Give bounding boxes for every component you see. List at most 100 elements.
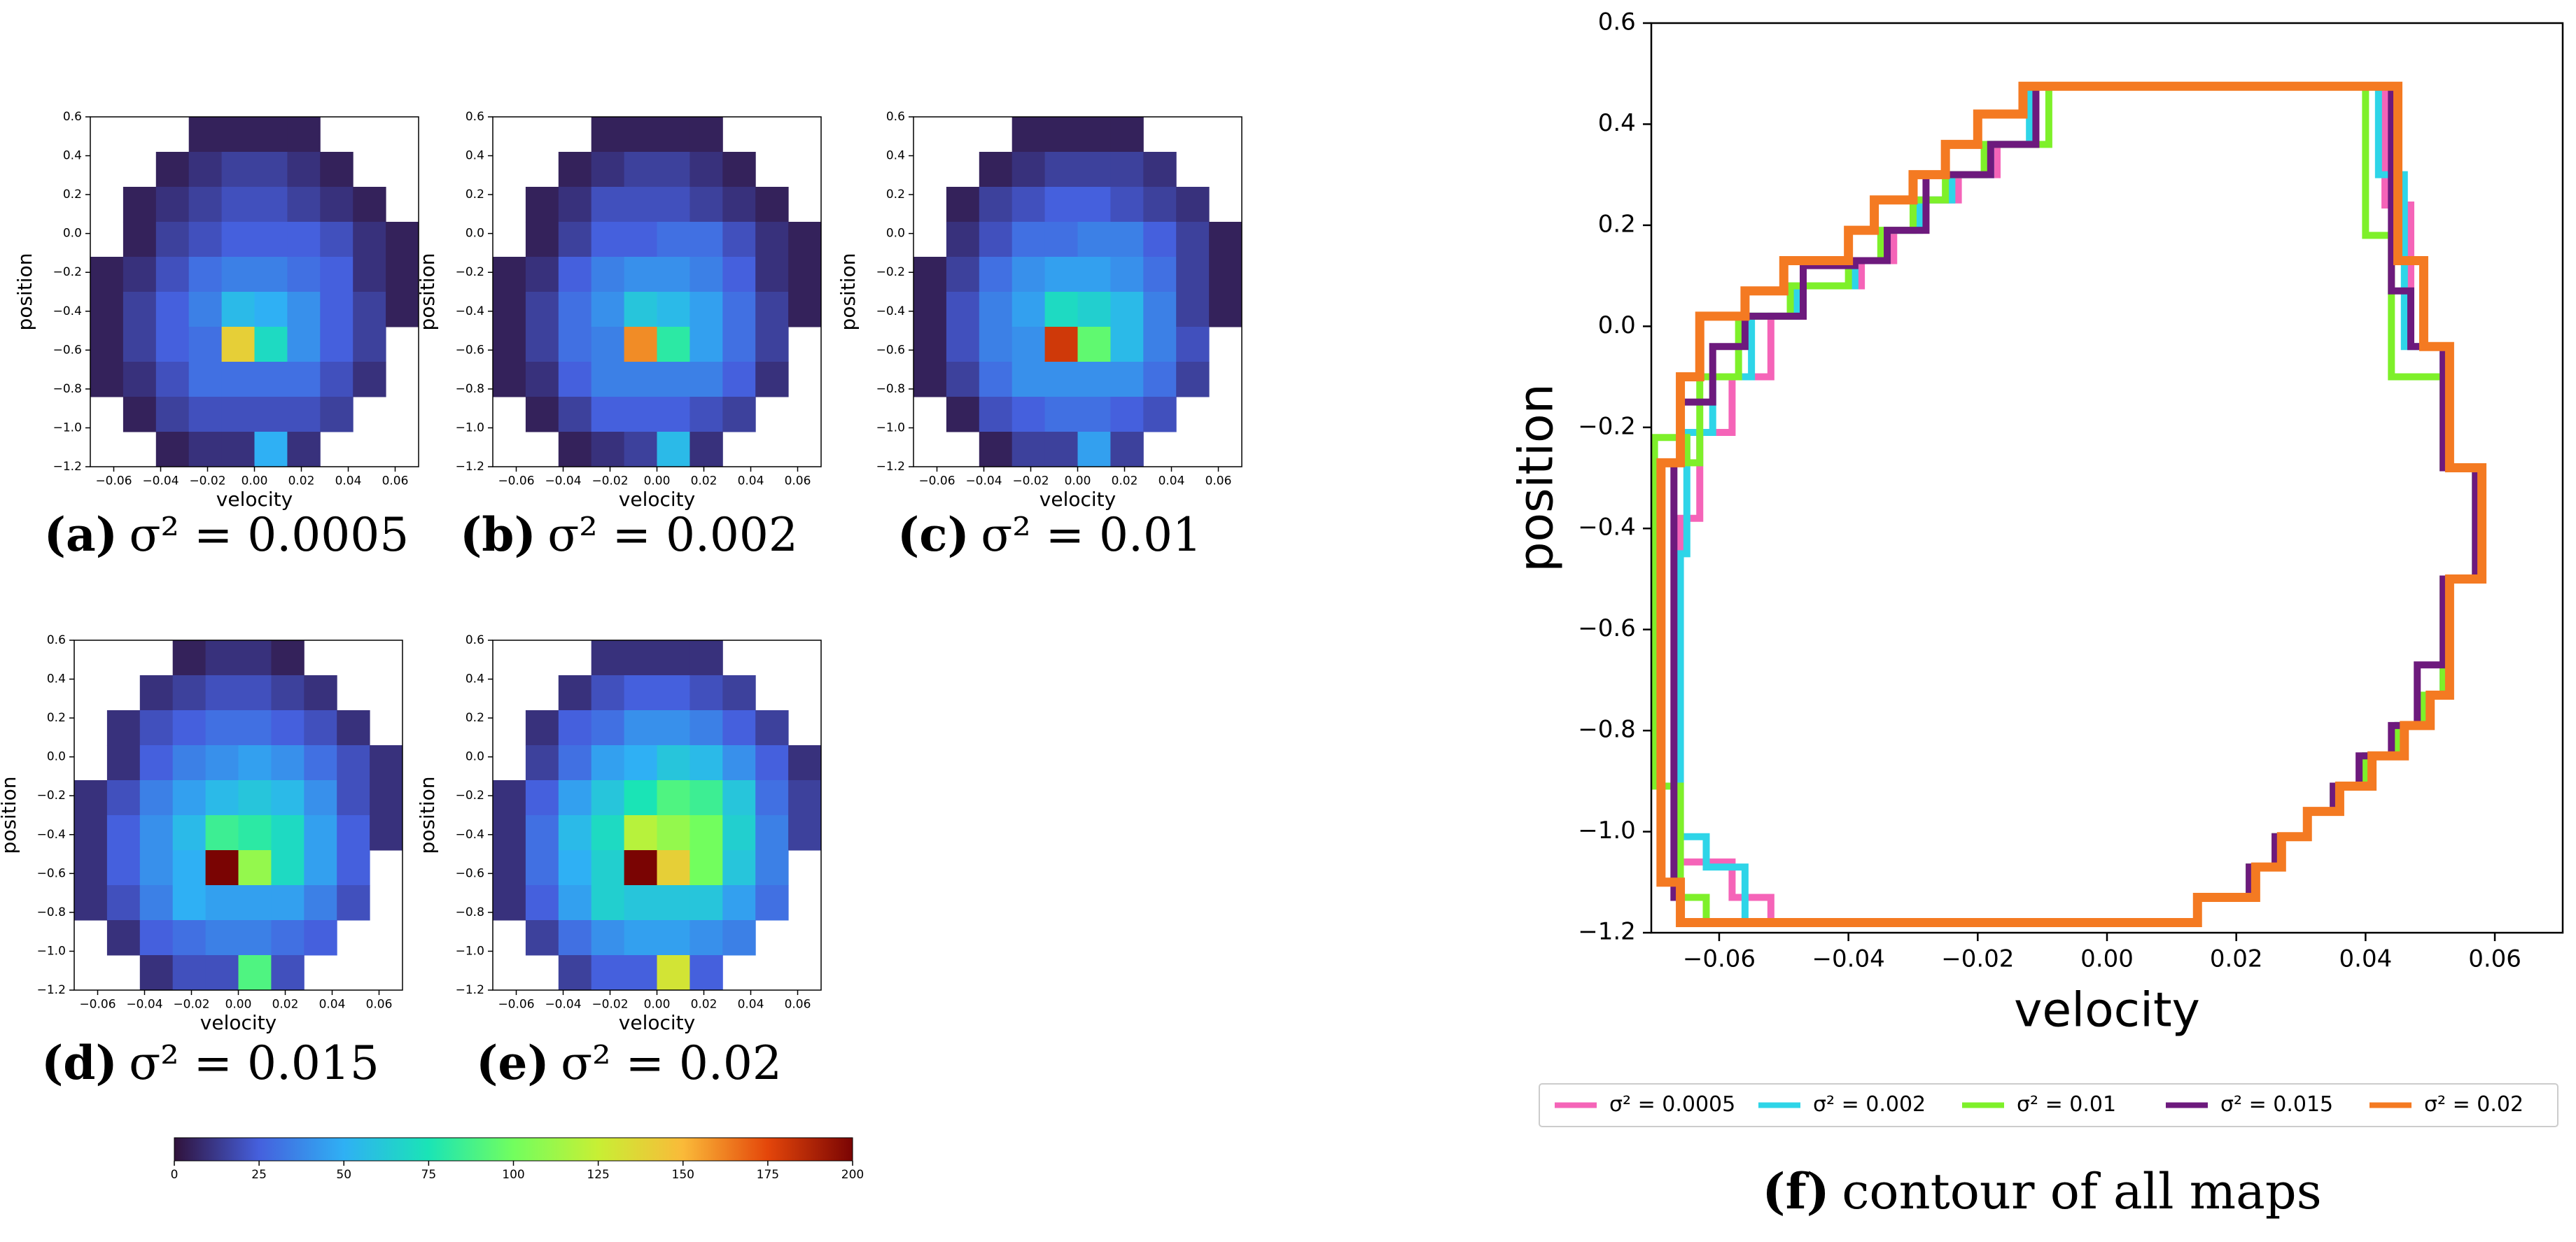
heatmap-cell	[271, 850, 304, 886]
heatmap-cell	[657, 710, 690, 746]
heatmap-cell	[1077, 362, 1111, 397]
heatmap-cell	[624, 920, 657, 956]
y-tick-label: −0.4	[876, 304, 905, 318]
heatmap-cell	[493, 885, 526, 921]
colorbar-tick-label: 200	[841, 1168, 864, 1182]
axes-frame	[492, 640, 822, 991]
heatmap-cell	[591, 745, 625, 781]
heatmap-cell	[946, 362, 980, 397]
heatmap-cell	[525, 292, 559, 327]
heatmap-cell	[690, 640, 723, 676]
heatmap-cell	[591, 117, 625, 153]
heatmap-cell	[304, 780, 337, 816]
y-tick-label: −0.6	[456, 343, 484, 357]
caption: (b) σ² = 0.002	[460, 507, 798, 562]
y-tick-label: −0.2	[456, 265, 484, 279]
heatmap-cell	[558, 710, 592, 746]
heatmap-cell	[254, 397, 288, 432]
x-tick-label: 0.04	[738, 998, 764, 1012]
heatmap-cell	[624, 292, 657, 327]
heatmap-cell	[755, 815, 789, 851]
legend-label: σ² = 0.002	[1813, 1092, 1926, 1117]
y-axis-label: position	[416, 777, 439, 854]
caption-text: σ² = 0.0005	[130, 508, 410, 562]
heatmap-cell	[913, 362, 947, 397]
y-tick-label: −0.2	[876, 265, 905, 279]
heatmap-cell	[122, 327, 157, 362]
heatmap-cell	[238, 815, 272, 851]
heatmap-cell	[337, 780, 370, 816]
heatmap-cell	[106, 815, 141, 851]
heatmap-cell	[979, 152, 1013, 188]
heatmap-cell	[657, 745, 690, 781]
y-tick-label: 0.6	[465, 633, 484, 647]
heatmap-cell	[624, 187, 657, 223]
heatmap-cell	[287, 432, 321, 467]
heatmap-cell	[287, 292, 321, 327]
axes-frame	[1650, 22, 2564, 934]
heatmap-cell	[558, 850, 592, 886]
y-tick-label: −1.2	[37, 983, 66, 997]
heatmap-cell	[755, 745, 789, 781]
heatmap-cell	[755, 362, 789, 397]
heatmap-cell	[690, 850, 723, 886]
x-axis-label: velocity	[1040, 488, 1116, 511]
heatmap-cell	[386, 292, 419, 327]
heatmap-cell	[1110, 187, 1144, 223]
heatmap-cell	[287, 222, 321, 257]
heatmap-cell	[172, 955, 206, 991]
heatmap-cell	[722, 850, 756, 886]
heatmap-cell	[722, 745, 756, 781]
heatmap-cell	[1044, 292, 1078, 327]
heatmap-cell	[690, 327, 723, 362]
heatmap-cell	[946, 187, 980, 223]
heatmap-cell	[1044, 222, 1078, 257]
heatmap-cell	[624, 362, 657, 397]
heatmap-cell	[788, 292, 822, 327]
x-tick-label: 0.04	[1158, 474, 1185, 488]
heatmap-cell	[558, 327, 592, 362]
legend-label: σ² = 0.02	[2424, 1092, 2524, 1117]
heatmap-cell	[755, 327, 789, 362]
heatmap-cell	[722, 187, 756, 223]
y-axis-label: position	[1509, 383, 1564, 572]
y-tick-label: 0.0	[47, 750, 66, 764]
heatmap-cell	[722, 885, 756, 921]
heatmap-cell	[287, 117, 321, 153]
x-tick-label: 0.04	[319, 998, 346, 1012]
heatmap-cell	[188, 327, 223, 362]
heatmap-cell	[271, 955, 304, 991]
heatmap-cell	[946, 397, 980, 432]
x-tick-label: 0.06	[366, 998, 393, 1012]
heatmap-cell	[525, 710, 559, 746]
y-tick-label: −1.2	[456, 460, 484, 474]
heatmap-cell	[370, 780, 403, 816]
heatmap-cell	[525, 187, 559, 223]
heatmap-cell	[287, 187, 321, 223]
heatmap-cell	[558, 920, 592, 956]
heatmap-cell	[221, 222, 255, 257]
heatmap-cell	[1077, 222, 1111, 257]
y-tick-label: −0.8	[1578, 716, 1636, 744]
heatmap-cell	[657, 327, 690, 362]
heatmap-cell	[913, 257, 947, 292]
heatmap-cell	[657, 850, 690, 886]
heatmap-cell	[591, 675, 625, 711]
caption: (a) σ² = 0.0005	[44, 507, 409, 562]
heatmap-cell	[188, 117, 223, 153]
heatmap-cell	[657, 187, 690, 223]
x-tick-label: 0.00	[241, 474, 268, 488]
heatmap-cell	[155, 432, 190, 467]
heatmap-cell	[755, 850, 789, 886]
x-tick-label: 0.06	[785, 474, 811, 488]
heatmap-cell	[657, 815, 690, 851]
heatmap-cell	[254, 117, 288, 153]
heatmap-cell	[353, 327, 386, 362]
y-tick-label: −1.0	[456, 421, 484, 435]
heatmap-cell	[1044, 117, 1078, 153]
y-tick-label: −1.2	[1578, 918, 1636, 946]
heatmap-cell	[690, 745, 723, 781]
heatmap-cell	[287, 397, 321, 432]
heatmap-cell	[122, 257, 157, 292]
heatmap-cell	[722, 327, 756, 362]
